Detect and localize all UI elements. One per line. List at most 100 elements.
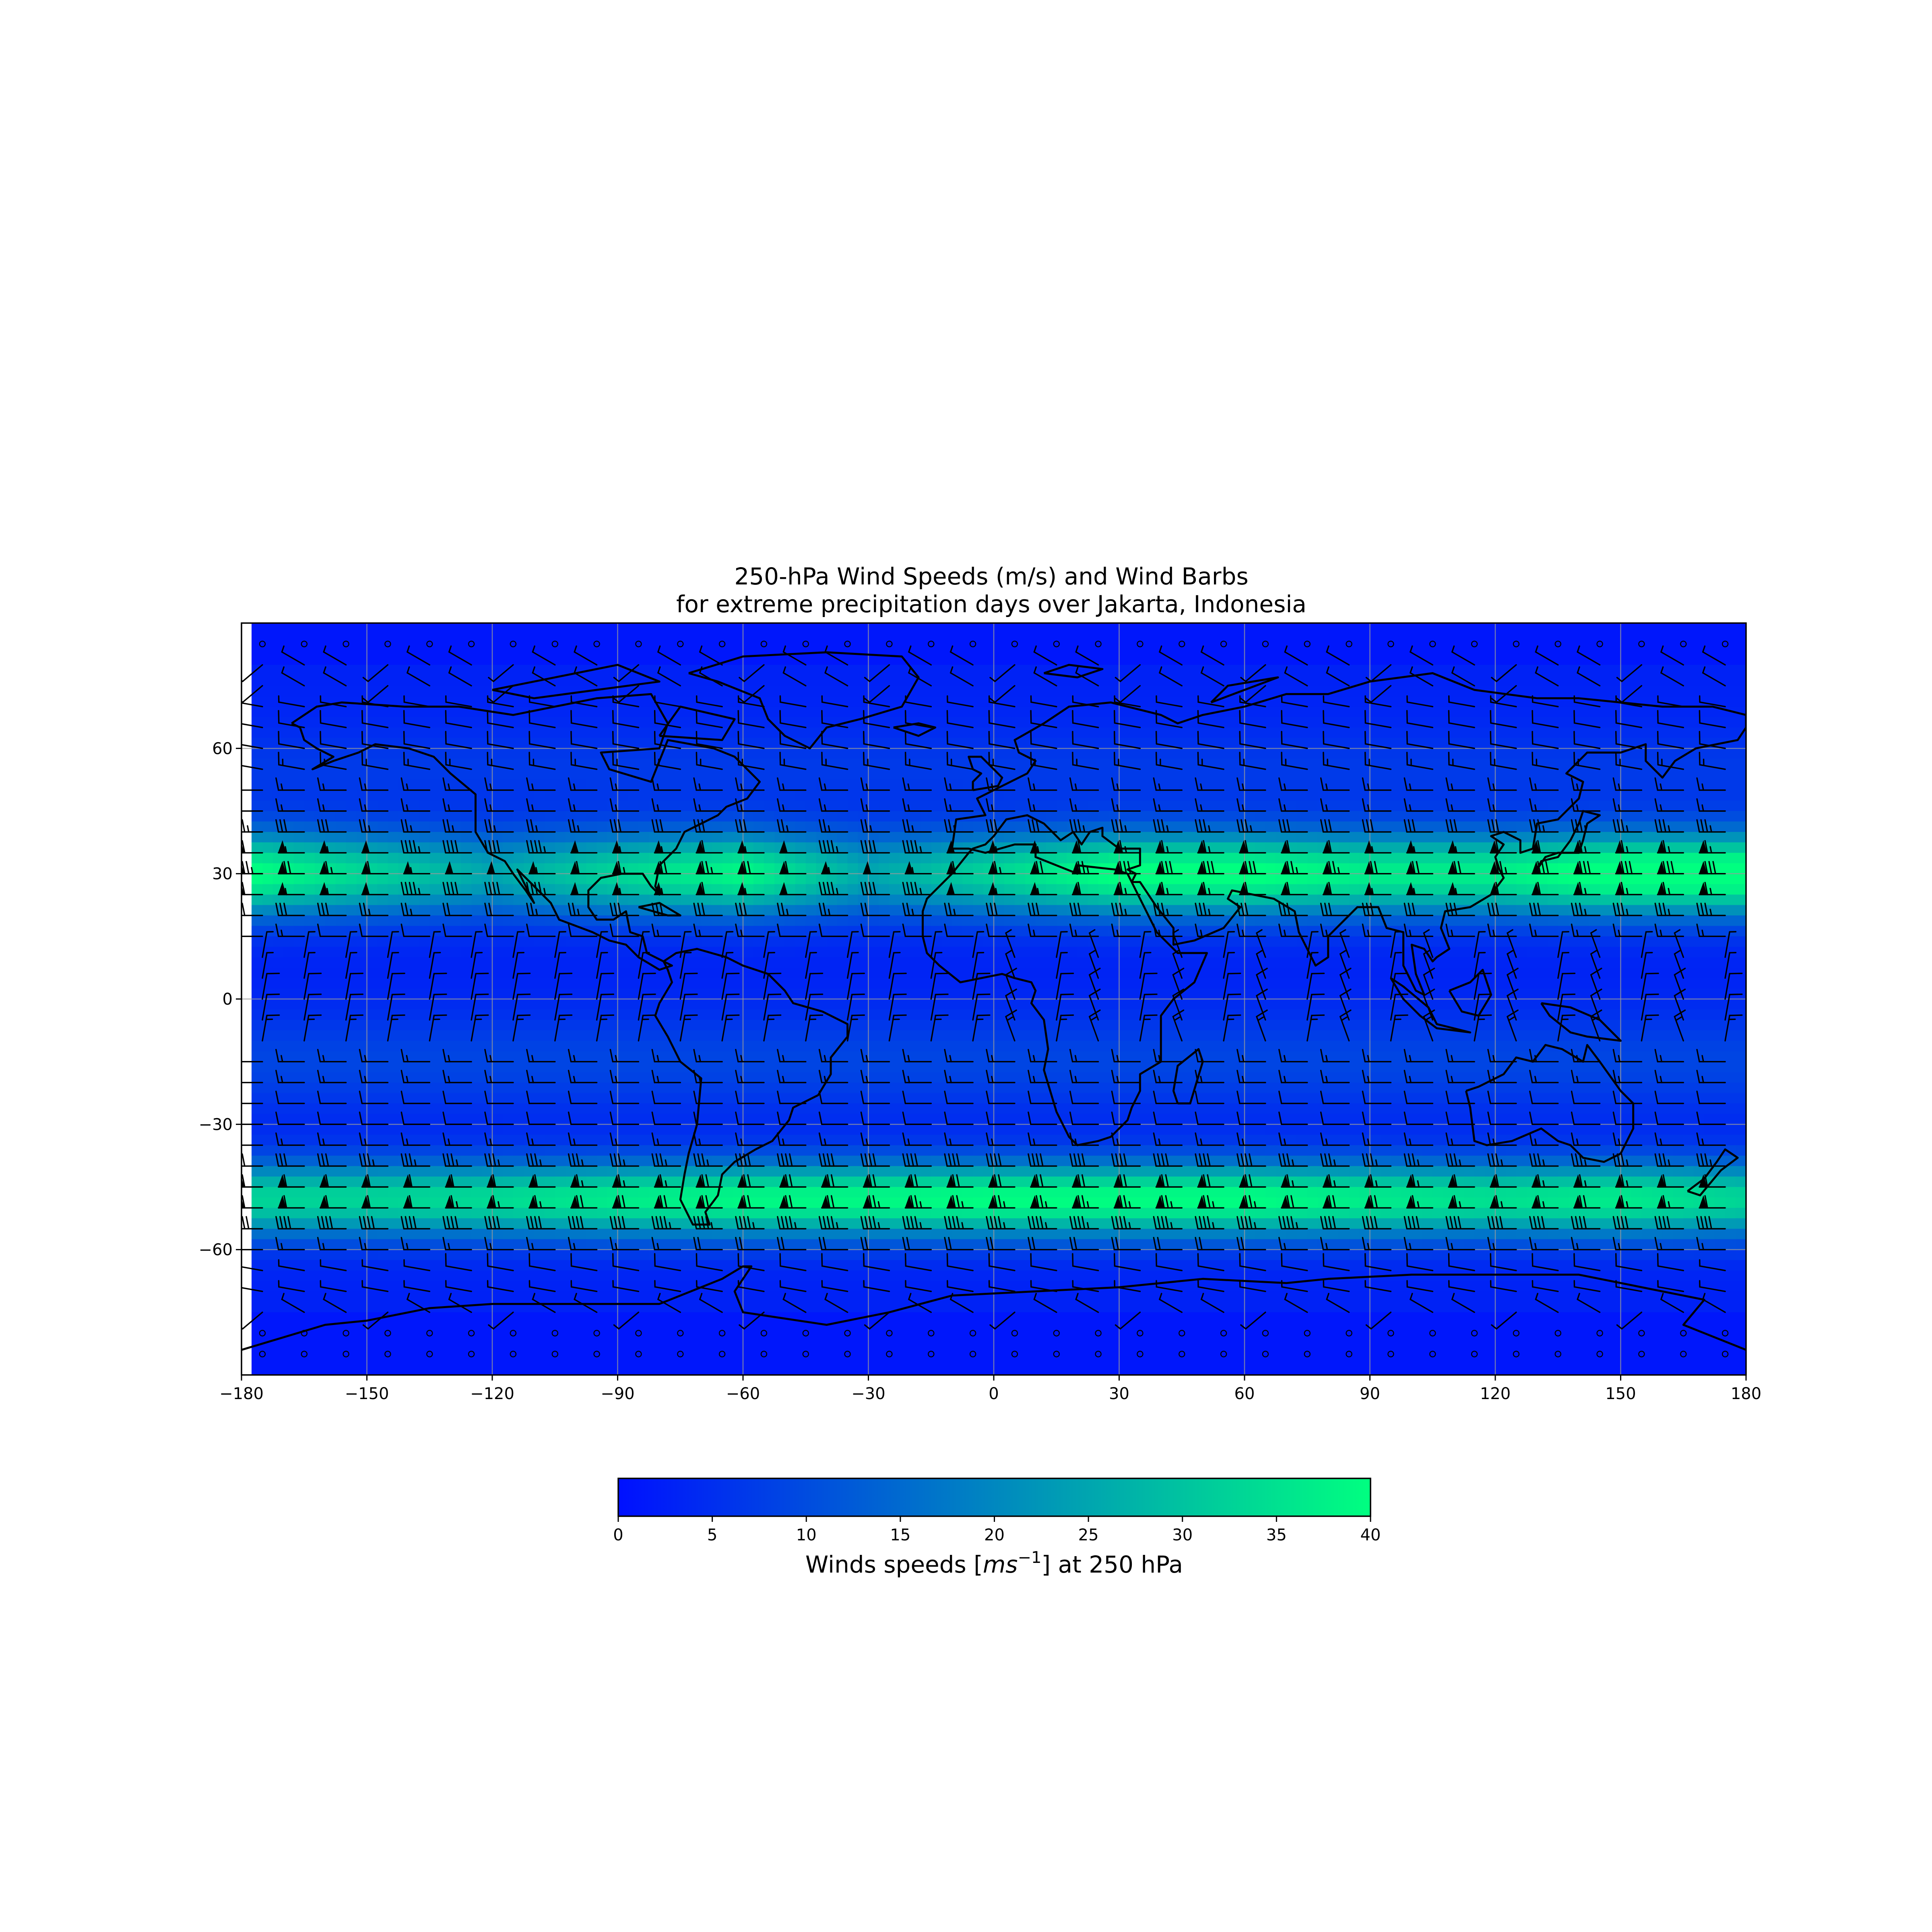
heatmap-cell <box>513 665 524 676</box>
heatmap-cell <box>503 633 514 644</box>
heatmap-cell <box>503 790 514 801</box>
heatmap-cell <box>1077 738 1088 749</box>
heatmap-cell <box>1516 873 1527 885</box>
heatmap-cell <box>534 748 545 759</box>
heatmap-cell <box>503 675 514 686</box>
heatmap-cell <box>1725 863 1736 874</box>
heatmap-cell <box>1328 968 1339 978</box>
heatmap-cell <box>252 832 263 843</box>
heatmap-cell <box>921 863 931 874</box>
heatmap-cell <box>1412 759 1422 770</box>
heatmap-cell <box>1077 644 1088 655</box>
heatmap-cell <box>450 665 461 676</box>
heatmap-cell <box>1412 790 1422 801</box>
heatmap-cell <box>1641 748 1652 759</box>
heatmap-cell <box>847 685 859 697</box>
heatmap-cell <box>691 623 702 634</box>
heatmap-cell <box>576 801 587 811</box>
heatmap-cell <box>471 685 482 697</box>
heatmap-cell <box>1359 633 1371 644</box>
heatmap-cell <box>1192 633 1203 644</box>
heatmap-cell <box>1715 821 1726 832</box>
heatmap-cell <box>1359 665 1371 676</box>
heatmap-cell <box>1338 894 1350 906</box>
heatmap-cell <box>952 957 963 968</box>
heatmap-cell <box>314 633 326 644</box>
heatmap-cell <box>868 947 879 958</box>
heatmap-cell <box>1161 685 1172 697</box>
heatmap-cell <box>1317 873 1329 885</box>
heatmap-cell <box>764 801 775 811</box>
heatmap-cell <box>1401 894 1412 906</box>
heatmap-cell <box>1035 978 1046 989</box>
heatmap-cell <box>1422 884 1433 895</box>
heatmap-cell <box>252 978 263 989</box>
heatmap-cell <box>283 915 294 926</box>
heatmap-cell <box>576 717 587 728</box>
heatmap-cell <box>534 769 545 780</box>
heatmap-cell <box>1088 801 1099 811</box>
heatmap-cell <box>1182 968 1193 978</box>
heatmap-cell <box>837 821 848 832</box>
heatmap-cell <box>1631 842 1642 853</box>
heatmap-cell <box>816 633 827 644</box>
heatmap-cell <box>847 873 859 885</box>
heatmap-cell <box>784 832 796 843</box>
heatmap-cell <box>973 821 984 832</box>
heatmap-cell <box>628 873 639 885</box>
heatmap-cell <box>492 738 503 749</box>
heatmap-cell <box>440 675 451 686</box>
heatmap-cell <box>440 936 451 947</box>
heatmap-cell <box>367 936 378 947</box>
heatmap-cell <box>743 644 754 655</box>
heatmap-cell <box>586 968 597 978</box>
heatmap-cell <box>325 832 336 843</box>
heatmap-cell <box>847 852 859 864</box>
heatmap-cell <box>962 706 973 718</box>
heatmap-cell <box>1683 780 1694 791</box>
heatmap-cell <box>492 790 503 801</box>
heatmap-cell <box>900 915 910 926</box>
heatmap-cell <box>492 665 503 676</box>
heatmap-cell <box>513 915 524 926</box>
heatmap-cell <box>325 685 336 697</box>
heatmap-cell <box>1234 790 1245 801</box>
heatmap-cell <box>1495 801 1506 811</box>
heatmap-cell <box>1370 780 1381 791</box>
heatmap-cell <box>1077 811 1088 822</box>
heatmap-cell <box>983 665 994 676</box>
heatmap-cell <box>1401 790 1412 801</box>
heatmap-cell <box>1046 936 1057 947</box>
heatmap-cell <box>1380 863 1391 874</box>
heatmap-cell <box>1370 633 1381 644</box>
heatmap-cell <box>576 832 587 843</box>
heatmap-cell <box>1652 894 1663 906</box>
heatmap-cell <box>262 842 273 853</box>
heatmap-cell <box>503 947 514 958</box>
heatmap-cell <box>774 644 785 655</box>
heatmap-cell <box>325 769 336 780</box>
heatmap-cell <box>576 727 587 738</box>
heatmap-cell <box>409 968 419 978</box>
heatmap-cell <box>712 623 722 634</box>
heatmap-cell <box>283 748 294 759</box>
heatmap-cell <box>952 685 963 697</box>
heatmap-cell <box>503 832 514 843</box>
heatmap-cell <box>983 675 994 686</box>
heatmap-cell <box>1589 873 1600 885</box>
heatmap-cell <box>1014 821 1026 832</box>
heatmap-cell <box>492 654 503 665</box>
heatmap-cell <box>1453 623 1464 634</box>
heatmap-cell <box>1182 873 1193 885</box>
heatmap-cell <box>1474 738 1485 749</box>
heatmap-cell <box>283 873 294 885</box>
heatmap-cell <box>409 801 419 811</box>
heatmap-cell <box>1046 811 1057 822</box>
heatmap-cell <box>1192 832 1203 843</box>
heatmap-cell <box>1652 852 1663 864</box>
heatmap-cell <box>847 801 859 811</box>
heatmap-cell <box>1474 759 1485 770</box>
heatmap-cell <box>1056 748 1067 759</box>
heatmap-cell <box>1547 884 1558 895</box>
heatmap-cell <box>304 665 315 676</box>
